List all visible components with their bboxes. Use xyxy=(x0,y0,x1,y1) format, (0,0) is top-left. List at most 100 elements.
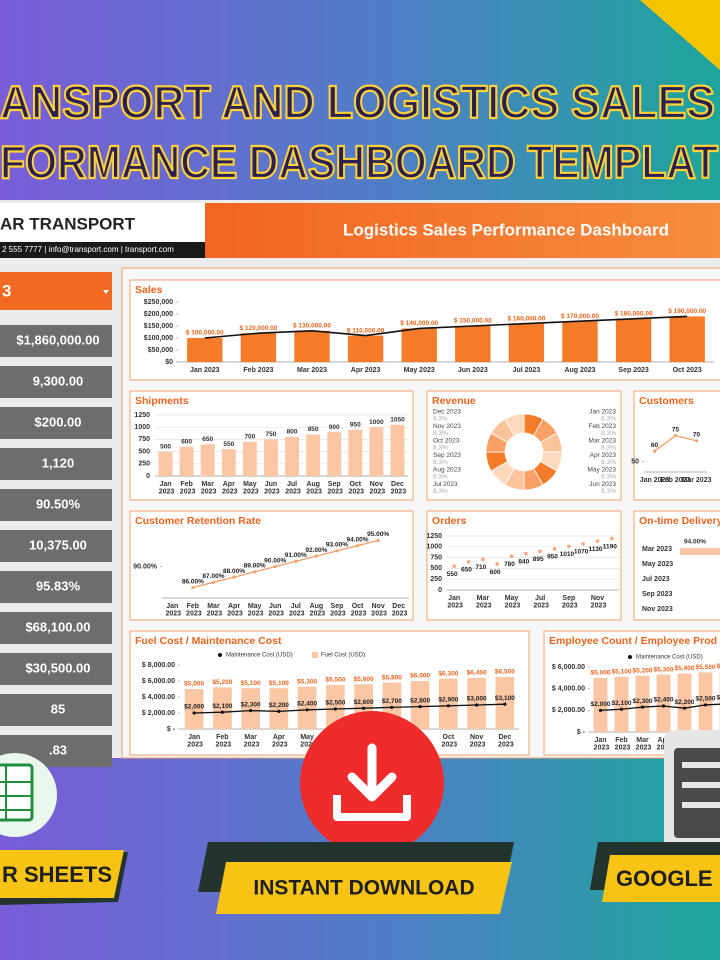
y-tick-label: 250 xyxy=(430,576,442,583)
data-label: 950 xyxy=(350,421,361,428)
charts: Sales $0 $50,000 $100,000 $150,000 $200,000 $2… xyxy=(129,279,720,756)
x-tick-label: Sep 2023 xyxy=(328,603,346,617)
x-tick-label: Jan 2023 xyxy=(592,737,610,751)
data-label: 60 xyxy=(651,442,659,449)
point xyxy=(376,538,380,543)
y-tick-label: $ - xyxy=(577,729,586,736)
x-tick-label: May 2023 xyxy=(503,595,521,609)
year-selector[interactable] xyxy=(0,272,112,310)
dashboard-title: Logistics Sales Performance Dashboard xyxy=(343,220,669,239)
bar xyxy=(401,328,437,362)
data-label: $5,500 xyxy=(696,664,716,671)
bar xyxy=(240,333,277,362)
kpi-value: .83 xyxy=(49,742,67,757)
slice-label: 8.3% xyxy=(433,459,448,466)
bar xyxy=(698,672,713,732)
bar xyxy=(677,673,692,732)
kpi-value: 1,120 xyxy=(42,455,75,470)
x-tick-label: Sep 2023 xyxy=(325,481,343,495)
card xyxy=(633,510,720,621)
annotation: 94.00% xyxy=(684,539,706,546)
contact-info: 2 555 7777 | info@transport.com | transp… xyxy=(2,245,174,254)
data-label: $2,600 xyxy=(354,699,374,706)
data-label: $5,300 xyxy=(654,666,674,673)
kpi-value: $68,100.00 xyxy=(25,619,90,634)
x-tick-label: Mar 2023 xyxy=(297,367,327,374)
x-tick-label: Mar 2023 xyxy=(242,734,260,748)
bar xyxy=(327,432,342,476)
data-label: $5,600 xyxy=(354,676,374,683)
slice-category: Jun 2023 xyxy=(589,481,616,488)
chart-card: Orders 0 250 500 750 1000 1250 Jan 2023 Mar 2023… xyxy=(426,510,622,621)
y-tick-label: $200,000 xyxy=(144,311,173,318)
bar xyxy=(158,451,173,476)
data-label: $5,300 xyxy=(297,678,317,685)
point xyxy=(610,536,614,541)
data-label: $6,300 xyxy=(438,670,458,677)
data-label: 1190 xyxy=(603,543,617,550)
slice-category: Nov 2023 xyxy=(433,423,461,430)
kpi-value: 9,300.00 xyxy=(33,373,84,388)
bar xyxy=(656,674,671,732)
point xyxy=(466,560,471,564)
data-label: 90.00% xyxy=(264,557,286,564)
x-tick-label: Nov 2023 xyxy=(468,734,486,748)
data-label: $5,800 xyxy=(382,674,402,681)
point xyxy=(305,708,309,712)
corner-ribbon xyxy=(640,0,720,70)
point xyxy=(232,575,236,579)
data-label: $2,400 xyxy=(297,701,317,708)
x-tick-label: Apr 2023 xyxy=(270,734,288,748)
x-tick-label: Feb 2023 xyxy=(613,737,631,751)
kpi-value: 95.83% xyxy=(36,578,81,593)
x-tick-label: Jan 2023 xyxy=(157,481,175,495)
x-tick-label: Jan 2023 xyxy=(190,367,220,374)
y-tick-label: 1250 xyxy=(426,533,442,540)
x-tick-label: Mar 2023 xyxy=(205,603,223,617)
point xyxy=(552,547,557,551)
data-label: 895 xyxy=(533,556,544,563)
slice-category: Jul 2023 xyxy=(433,481,458,488)
slice-label: 8.3% xyxy=(601,416,616,423)
data-label: 1000 xyxy=(369,419,384,426)
x-tick-label: Jan 2023 xyxy=(640,477,670,484)
bar xyxy=(614,676,629,732)
data-label: $6,500 xyxy=(495,669,515,676)
y-tick-label: 0 xyxy=(146,473,150,480)
download-icon[interactable] xyxy=(300,711,444,855)
data-label: $2,000 xyxy=(591,701,611,708)
data-label: 91.00% xyxy=(285,552,307,559)
slice-category: Dec 2023 xyxy=(433,409,461,416)
data-label: $2,100 xyxy=(612,700,632,707)
bar xyxy=(187,338,223,362)
bar xyxy=(635,675,650,732)
sheets-icon xyxy=(0,753,57,837)
chart-title: Revenue xyxy=(432,395,476,407)
data-label: 1050 xyxy=(390,416,405,423)
data-label: $5,100 xyxy=(269,680,289,687)
kpi-value: 85 xyxy=(51,701,65,716)
data-label: $2,200 xyxy=(675,699,695,706)
point xyxy=(355,544,360,548)
y-tick-label: Jul 2023 xyxy=(642,576,670,583)
data-label: 650 xyxy=(461,567,472,574)
bar xyxy=(326,685,345,729)
slice-label: 8.3% xyxy=(433,445,448,452)
y-tick-label: $ 6,000.00 xyxy=(142,678,175,685)
data-label: 700 xyxy=(244,434,255,441)
contact-bar xyxy=(0,242,205,258)
chart-title: On-time Delivery xyxy=(639,515,720,527)
point xyxy=(598,708,603,712)
dropdown-arrow xyxy=(103,290,109,294)
bar xyxy=(593,677,608,732)
x-tick-label: Jul 2023 xyxy=(283,481,301,495)
chart-title: Sales xyxy=(135,284,163,296)
data-label: 93.00% xyxy=(326,542,348,549)
bar xyxy=(179,446,194,476)
y-tick-label: $0 xyxy=(165,359,173,366)
point xyxy=(277,709,281,714)
data-label: $5,200 xyxy=(633,667,653,674)
y-tick-label: 250 xyxy=(138,461,150,468)
kpi-row xyxy=(0,407,112,439)
data-label: 87.00% xyxy=(202,573,224,580)
